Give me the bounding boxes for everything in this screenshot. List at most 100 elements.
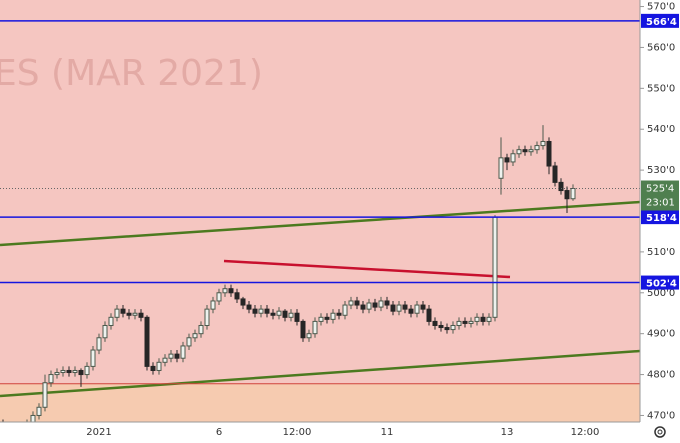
y-tick-label: 510'0 <box>647 247 675 258</box>
watermark: ES (MAR 2021) <box>0 53 263 94</box>
level-badge-label: 502'4 <box>646 279 677 290</box>
candle-body <box>294 312 300 322</box>
candle-body <box>276 310 282 316</box>
plot-background <box>0 0 640 422</box>
candle-body <box>318 316 324 322</box>
candle-body <box>186 337 192 347</box>
candle-body <box>162 357 168 363</box>
candle-body <box>414 304 420 314</box>
level-badge <box>641 275 679 290</box>
candle-body <box>60 369 66 374</box>
y-tick-label: 500'0 <box>647 288 675 299</box>
trend-line <box>0 200 641 247</box>
candle-body <box>216 292 222 302</box>
candle-body <box>378 300 384 308</box>
y-tick-label: 530'0 <box>647 165 675 176</box>
candle-body <box>546 140 552 167</box>
candle-body <box>264 308 270 314</box>
x-tick-label: 2021 <box>86 427 111 438</box>
candle-body <box>354 300 360 306</box>
candle-body <box>444 327 450 331</box>
candle-body <box>42 382 48 408</box>
candle-body <box>390 304 396 312</box>
candle-body <box>126 312 132 316</box>
candle-body <box>468 320 474 324</box>
candle-body <box>516 149 522 155</box>
candle-body <box>540 140 546 147</box>
candle-body <box>240 298 246 306</box>
candle-body <box>402 304 408 310</box>
candle-body <box>492 216 498 318</box>
candle-body <box>204 308 210 326</box>
candle-body <box>552 165 558 183</box>
candle-body <box>168 353 174 359</box>
candle-body <box>222 288 228 294</box>
candle-body <box>480 316 486 322</box>
candle-body <box>312 320 318 335</box>
level-badge <box>641 13 679 28</box>
candle-body <box>180 345 186 359</box>
candle-body <box>408 308 414 314</box>
candle-body <box>192 333 198 339</box>
candle-body <box>456 320 462 326</box>
candle-body <box>36 406 42 416</box>
last-price-label: 525'4 <box>646 184 674 195</box>
trend-line <box>0 349 641 398</box>
y-tick-label: 540'0 <box>647 124 675 135</box>
candle-body <box>174 353 180 359</box>
candle-body <box>114 308 120 318</box>
candle-body <box>282 310 288 318</box>
y-tick-label: 470'0 <box>647 410 675 421</box>
y-tick-label: 550'0 <box>647 83 675 94</box>
y-tick-label: 490'0 <box>647 329 675 340</box>
candle-body <box>120 308 126 314</box>
candle-body <box>330 312 336 320</box>
candle-body <box>306 333 312 339</box>
candle-body <box>258 308 264 314</box>
candle-body <box>438 324 444 329</box>
candle-body <box>474 316 480 322</box>
x-tick-label: 12:00 <box>571 427 600 438</box>
candle-body <box>198 324 204 335</box>
last-price-badge <box>641 180 679 211</box>
candle-body <box>156 361 162 371</box>
settings-icon[interactable] <box>654 426 666 438</box>
candle-body <box>246 304 252 310</box>
candle-body <box>72 369 78 374</box>
candle-body <box>558 181 564 192</box>
candle-body <box>66 369 72 374</box>
x-tick-label: 13 <box>501 427 514 438</box>
x-tick-label: 6 <box>216 427 222 438</box>
candle-body <box>336 312 342 316</box>
y-tick-label: 480'0 <box>647 370 675 381</box>
candle-body <box>102 324 108 339</box>
candle-body <box>372 302 378 308</box>
candle-body <box>462 320 468 324</box>
candle-body <box>420 304 426 310</box>
candle-body <box>78 369 84 376</box>
candle-body <box>564 190 570 200</box>
candle-body <box>366 302 372 310</box>
trend-line <box>223 259 511 279</box>
candle-body <box>348 300 354 306</box>
candle-body <box>234 292 240 300</box>
candle-body <box>84 365 90 376</box>
x-tick-label: 12:00 <box>283 427 312 438</box>
candle-body <box>108 316 114 326</box>
candle-body <box>360 304 366 310</box>
candle-body <box>522 149 528 153</box>
candle-body <box>132 312 138 316</box>
candle-body <box>288 312 294 318</box>
y-tick-label: 560'0 <box>647 42 675 53</box>
time-axis <box>0 422 680 443</box>
candle-body <box>450 324 456 331</box>
level-badge-label: 566'4 <box>646 17 677 28</box>
candle-body <box>150 365 156 371</box>
candle-body <box>534 145 540 151</box>
candle-body <box>228 288 234 294</box>
candle-body <box>342 304 348 316</box>
candle-body <box>504 157 510 163</box>
candle-body <box>384 300 390 306</box>
candle-body <box>54 372 60 376</box>
